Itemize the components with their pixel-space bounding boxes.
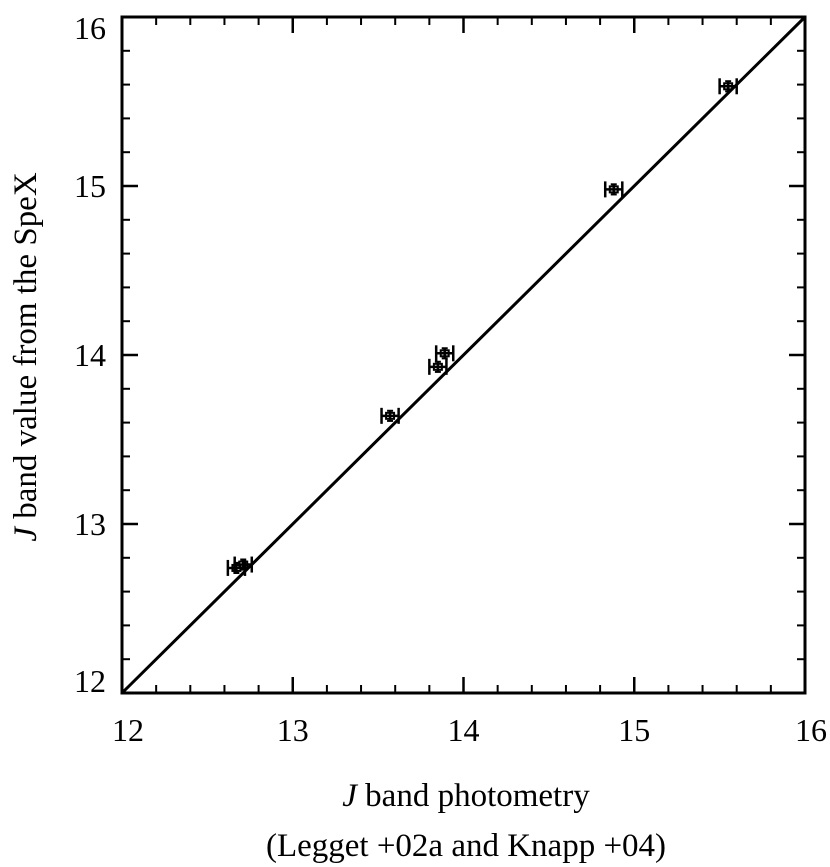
y-tick-label: 15 bbox=[74, 168, 106, 204]
plot-frame bbox=[120, 15, 807, 695]
point-marker bbox=[723, 82, 734, 91]
point-marker bbox=[238, 560, 249, 569]
y-tick-label: 12 bbox=[74, 663, 106, 699]
x-axis-title-rest: band photometry bbox=[357, 778, 590, 814]
point-marker bbox=[385, 411, 396, 420]
x-tick-label: 14 bbox=[448, 712, 480, 748]
data-point bbox=[603, 181, 624, 198]
y-tick-label: 16 bbox=[74, 10, 106, 46]
x-axis-title-line2: (Legget +02a and Knapp +04) bbox=[266, 828, 666, 864]
data-point bbox=[434, 345, 455, 362]
data-points bbox=[226, 78, 738, 576]
y-tick-label: 14 bbox=[74, 337, 106, 373]
point-marker bbox=[432, 362, 443, 371]
point-marker bbox=[608, 185, 619, 194]
x-tick-label: 16 bbox=[795, 712, 827, 748]
x-tick-label: 15 bbox=[618, 712, 650, 748]
y-axis-title: J band value from the SpeX bbox=[8, 172, 44, 541]
data-point bbox=[380, 407, 400, 424]
x-tick-label: 13 bbox=[277, 712, 309, 748]
reference-line bbox=[120, 15, 807, 695]
point-marker bbox=[439, 349, 450, 358]
tick-labels: 12 13 14 15 16 12 13 14 15 16 bbox=[74, 10, 827, 748]
x-axis-title-italic: J bbox=[342, 778, 358, 814]
data-point bbox=[428, 358, 448, 375]
data-point bbox=[233, 556, 254, 573]
y-axis-title-italic: J bbox=[8, 526, 44, 542]
data-point bbox=[718, 78, 738, 95]
y-tick-label: 13 bbox=[74, 506, 106, 542]
y-axis-title-rest: band value from the SpeX bbox=[8, 172, 44, 527]
x-tick-label: 12 bbox=[112, 712, 144, 748]
x-axis-title: J band photometry bbox=[342, 778, 590, 814]
